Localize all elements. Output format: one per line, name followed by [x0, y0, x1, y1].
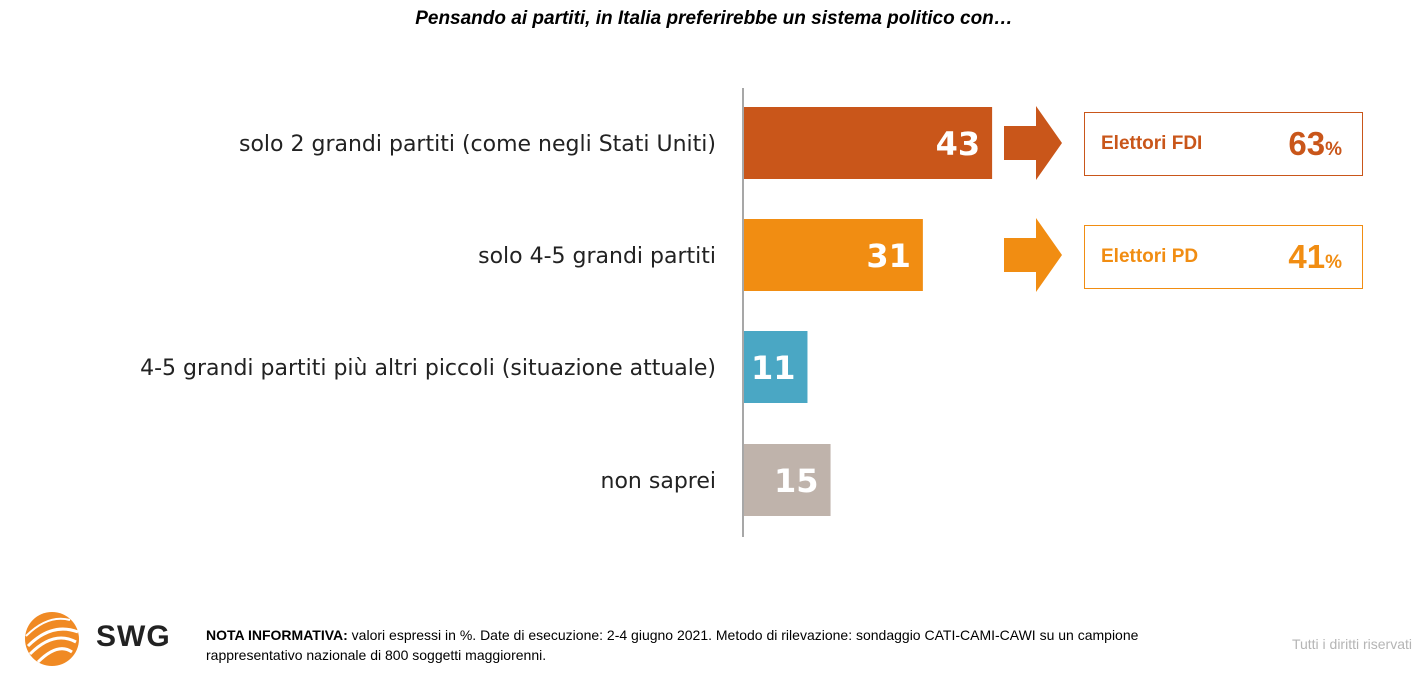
value-label: 15 — [774, 462, 819, 500]
callout-pd: Elettori PD 41% — [1084, 225, 1363, 289]
footer-note: NOTA INFORMATIVA: valori espressi in %. … — [206, 625, 1166, 665]
rights-text: Tutti i diritti riservati — [1291, 636, 1412, 652]
bar-2 — [744, 331, 808, 403]
value-label: 11 — [751, 349, 796, 387]
callout-value: 41 — [1288, 238, 1326, 275]
footer-note-text: valori espressi in %. Date di esecuzione… — [206, 627, 1139, 663]
value-label: 43 — [936, 125, 981, 163]
category-label: 4-5 grandi partiti più altri piccoli (si… — [140, 356, 716, 381]
category-label: solo 4-5 grandi partiti — [478, 244, 716, 269]
footer-note-label: NOTA INFORMATIVA: — [206, 627, 348, 643]
swg-logo-icon — [25, 612, 79, 666]
bar-0 — [744, 107, 993, 179]
brand-name: SWG — [96, 620, 171, 653]
bar-1 — [744, 219, 923, 291]
category-label: solo 2 grandi partiti (come negli Stati … — [239, 132, 716, 157]
bar-3 — [744, 444, 831, 516]
callout-fdi: Elettori FDI 63% — [1084, 112, 1363, 176]
callout-value: 63 — [1288, 125, 1326, 162]
callout-label: Elettori PD — [1101, 246, 1199, 267]
callout-unit: % — [1325, 139, 1342, 160]
category-label: non saprei — [601, 469, 716, 494]
chart-title: Pensando ai partiti, in Italia preferire… — [415, 8, 1013, 29]
callout-value-wrap: 63% — [1288, 125, 1342, 163]
callout-label: Elettori FDI — [1101, 133, 1203, 154]
value-label: 31 — [866, 237, 911, 275]
arrow-1 — [1004, 218, 1062, 292]
callout-unit: % — [1325, 252, 1342, 273]
arrow-0 — [1004, 106, 1062, 180]
callout-value-wrap: 41% — [1288, 238, 1342, 276]
